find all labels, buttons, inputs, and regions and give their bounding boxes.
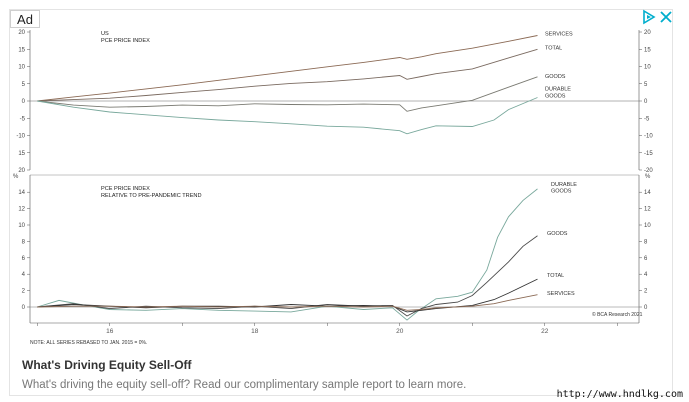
panel2-ytick-label-right: 10 (644, 223, 651, 229)
panel2-unit-right: % (645, 174, 651, 180)
copyright: © BCA Research 2021 (592, 311, 643, 318)
series-line (37, 97, 538, 135)
panel1-ytick-label-right: 5 (644, 82, 648, 88)
panel2-ytick-label-left: 0 (22, 305, 26, 311)
panel2-ytick-label-left: 10 (18, 223, 25, 229)
panel1-ytick-label-right: 10 (644, 65, 651, 71)
panel2-ytick-label-left: 8 (22, 239, 26, 245)
panel2-ytick-label-left: 14 (18, 190, 25, 196)
series-label: SERVICES (547, 291, 575, 297)
chart-panel-pce-index: 20 20 15 15 10 10 5 5 0 0 -5 -5 -10 -10 15 -15 20 -20 SERV… (16, 30, 653, 174)
panel2-ytick-label-left: 6 (22, 256, 26, 262)
panel1-ytick-label-left: 20 (18, 168, 25, 174)
series-label: SERVICES (545, 31, 573, 37)
panel2-ytick-label-left: 4 (22, 272, 26, 278)
panel1-ytick-label-left: 5 (22, 82, 26, 88)
panel1-ytick-label-left: 15 (18, 47, 25, 53)
panel2-ytick-label-left: 2 (22, 289, 26, 295)
panel2-ytick-label-right: 0 (644, 305, 648, 311)
panel2-ytick-label-right: 14 (644, 190, 651, 196)
close-icon[interactable] (658, 9, 674, 25)
panel1-ytick-label-right: -20 (644, 168, 653, 174)
series-label: GOODS (545, 74, 566, 80)
ad-title-link[interactable]: What's Driving Equity Sell-Off (22, 358, 192, 372)
panel1-ytick-label-left: 0 (22, 99, 26, 105)
series-label: DURABLE (545, 87, 571, 93)
x-tick-label: 16 (106, 328, 114, 335)
series-line (37, 235, 538, 317)
panel1-ytick-label-left: -10 (16, 134, 25, 140)
panel2-ytick-label-right: 4 (644, 272, 648, 278)
panel2-ytick-label-right: 2 (644, 289, 648, 295)
panel1-ytick-label-left: 10 (18, 65, 25, 71)
series-line (37, 294, 538, 311)
ad-badge: Ad (10, 10, 40, 28)
x-tick-label: 22 (541, 328, 549, 335)
chart-note: NOTE: ALL SERIES REBASED TO JAN. 2015 = … (30, 340, 147, 346)
panel1-ytick-label-right: 0 (644, 99, 648, 105)
ad-description[interactable]: What's driving the equity sell-off? Read… (22, 379, 467, 391)
panel2-unit-left: % (13, 174, 19, 180)
series-label: DURABLE (551, 182, 577, 188)
panel1-ytick-label-right: -5 (644, 116, 650, 122)
panel2-ytick-label-right: 8 (644, 239, 648, 245)
series-line (37, 48, 538, 102)
panel1-ytick-label-right: 15 (644, 47, 651, 53)
watermark-url: http://www.hndlkg.com (556, 389, 683, 400)
series-label: GOODS (545, 94, 566, 100)
panel2-ytick-label-left: 12 (18, 207, 25, 213)
panel1-title-line2: PCE PRICE INDEX (101, 38, 150, 44)
panel1-ytick-label-right: -10 (644, 134, 653, 140)
series-line (37, 188, 538, 321)
panel1-ytick-label-right: -15 (644, 151, 653, 157)
panel2-title-line1: PCE PRICE INDEX (101, 186, 150, 192)
series-line (37, 76, 538, 112)
panel2-title-line2: RELATIVE TO PRE-PANDEMIC TREND (101, 193, 202, 199)
panel1-ytick-label-left: 15 (18, 151, 25, 157)
series-label: TOTAL (547, 273, 564, 279)
panel1-ytick-label-left: 20 (18, 30, 25, 36)
series-label: TOTAL (545, 46, 562, 52)
series-label: GOODS (547, 231, 568, 237)
panel1-ytick-label-left: -5 (20, 116, 26, 122)
ad-choices-icon[interactable] (641, 9, 657, 25)
ad-card[interactable] (9, 9, 673, 396)
x-tick-label: 20 (396, 328, 404, 335)
series-label: GOODS (551, 188, 572, 194)
x-tick-label: 18 (251, 328, 259, 335)
panel1-title-line1: US (101, 31, 109, 37)
panel2-ytick-label-right: 6 (644, 256, 648, 262)
panel1-ytick-label-right: 20 (644, 30, 651, 36)
panel2-ytick-label-right: 12 (644, 207, 651, 213)
series-line (37, 35, 538, 102)
series-line (37, 278, 538, 313)
